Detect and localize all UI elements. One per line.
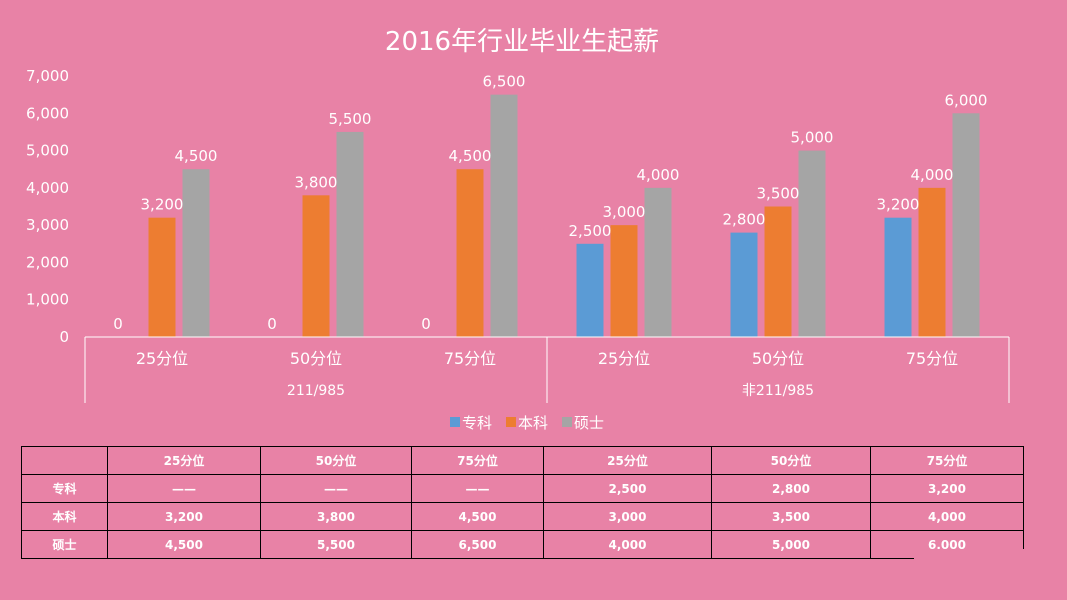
bar xyxy=(576,243,604,337)
y-tick-label: 6,000 xyxy=(26,104,69,122)
table-cell: 3,200 xyxy=(870,474,1024,503)
table-cell: —— xyxy=(107,474,261,503)
x-tick-label: 50分位 xyxy=(752,349,804,368)
x-tick-label: 25分位 xyxy=(598,349,650,368)
table-cell: 3,500 xyxy=(711,502,871,531)
bar xyxy=(884,217,912,337)
data-label: 3,800 xyxy=(295,173,338,191)
bar-chart: 2016年行业毕业生起薪 0 1,000 2,000 3,000 4,000 5,000 6… xyxy=(26,27,1010,432)
legend-label: 本科 xyxy=(518,414,548,432)
legend-swatch xyxy=(506,417,516,427)
legend-label: 硕士 xyxy=(574,414,604,432)
x-group-label: 非211/985 xyxy=(742,383,814,399)
data-label: 4,000 xyxy=(637,166,680,184)
legend-swatch xyxy=(450,417,460,427)
bar xyxy=(952,113,980,338)
bar xyxy=(610,225,638,337)
data-label: 6,500 xyxy=(483,73,526,91)
legend: 专科 本科 硕士 xyxy=(450,414,604,432)
legend-swatch xyxy=(562,417,572,427)
y-tick-label: 2,000 xyxy=(26,253,69,271)
table-cell: —— xyxy=(411,474,544,503)
data-label: 2,800 xyxy=(723,211,766,229)
bars xyxy=(148,94,980,338)
y-tick-label: 5,000 xyxy=(26,142,69,160)
data-label: 0 xyxy=(421,315,431,333)
table-cell: 2,800 xyxy=(711,474,871,503)
data-label: 6,000 xyxy=(945,91,988,109)
data-label: 3,000 xyxy=(603,203,646,221)
table-row: 硕士 4,500 5,500 6,500 4,000 5,000 6,000 xyxy=(21,530,1024,559)
table-cell: 4,000 xyxy=(870,502,1024,531)
y-tick-label: 7,000 xyxy=(26,67,69,85)
row-label: 硕士 xyxy=(21,530,108,559)
data-label: 2,500 xyxy=(569,222,612,240)
bar xyxy=(182,169,210,337)
data-label: 3,200 xyxy=(141,196,184,214)
x-group-label: 211/985 xyxy=(287,383,345,399)
table-cell: 4,500 xyxy=(107,530,261,559)
chart-title: 2016年行业毕业生起薪 xyxy=(385,27,659,57)
table-cell: 3,000 xyxy=(543,502,712,531)
bar xyxy=(798,150,826,337)
data-label: 4,000 xyxy=(911,166,954,184)
data-label: 5,000 xyxy=(791,129,834,147)
y-tick-label: 3,000 xyxy=(26,216,69,234)
y-axis: 0 1,000 2,000 3,000 4,000 5,000 6,000 7,000 xyxy=(26,67,69,346)
table-header-row: 25分位 50分位 75分位 25分位 50分位 75分位 xyxy=(21,446,1024,475)
data-label: 4,500 xyxy=(175,147,218,165)
data-label: 3,500 xyxy=(757,185,800,203)
data-label: 3,200 xyxy=(877,196,920,214)
table-header-cell: 25分位 xyxy=(543,446,712,475)
bar xyxy=(764,206,792,337)
data-label: 4,500 xyxy=(449,147,492,165)
x-tick-label: 25分位 xyxy=(136,349,188,368)
bar xyxy=(456,169,484,337)
bar xyxy=(730,232,758,337)
y-tick-label: 4,000 xyxy=(26,179,69,197)
table-cell: 6,000 xyxy=(870,530,1024,559)
x-tick-label: 50分位 xyxy=(290,349,342,368)
table-header-cell: 50分位 xyxy=(711,446,871,475)
table-cell: 6,500 xyxy=(411,530,544,559)
y-tick-label: 1,000 xyxy=(26,291,69,309)
data-label: 0 xyxy=(113,315,123,333)
data-labels: 03,2004,50003,8005,50004,5006,5002,5003,… xyxy=(113,73,987,333)
data-label: 5,500 xyxy=(329,110,372,128)
data-table: 25分位 50分位 75分位 25分位 50分位 75分位 专科 —— —— —… xyxy=(21,446,1024,559)
table-header-cell: 75分位 xyxy=(411,446,544,475)
row-label: 本科 xyxy=(21,502,108,531)
table-cell: 3,200 xyxy=(107,502,261,531)
table-corner-mask xyxy=(914,549,1034,561)
table-cell: 3,800 xyxy=(260,502,412,531)
x-tick-label: 75分位 xyxy=(444,349,496,368)
bar xyxy=(644,187,672,337)
x-axis: 25分位 50分位 75分位 25分位 50分位 75分位 211/985 非211/985 xyxy=(84,336,1010,403)
table-cell: 4,500 xyxy=(411,502,544,531)
table-row: 专科 —— —— —— 2,500 2,800 3,200 xyxy=(21,474,1024,503)
bar xyxy=(148,217,176,337)
x-tick-label: 75分位 xyxy=(906,349,958,368)
data-label: 0 xyxy=(267,315,277,333)
bar xyxy=(490,94,518,338)
bar xyxy=(302,195,330,337)
table-corner-cell xyxy=(21,446,108,475)
bar xyxy=(918,187,946,337)
row-label: 专科 xyxy=(21,474,108,503)
table-cell: 4,000 xyxy=(543,530,712,559)
table-row: 本科 3,200 3,800 4,500 3,000 3,500 4,000 xyxy=(21,502,1024,531)
bar xyxy=(336,131,364,337)
y-tick-label: 0 xyxy=(59,328,69,346)
table-cell: 5,500 xyxy=(260,530,412,559)
table-header-cell: 25分位 xyxy=(107,446,261,475)
table-header-cell: 50分位 xyxy=(260,446,412,475)
table-header-cell: 75分位 xyxy=(870,446,1024,475)
table-cell: 5,000 xyxy=(711,530,871,559)
legend-label: 专科 xyxy=(462,414,492,432)
table-cell: 2,500 xyxy=(543,474,712,503)
table-cell: —— xyxy=(260,474,412,503)
